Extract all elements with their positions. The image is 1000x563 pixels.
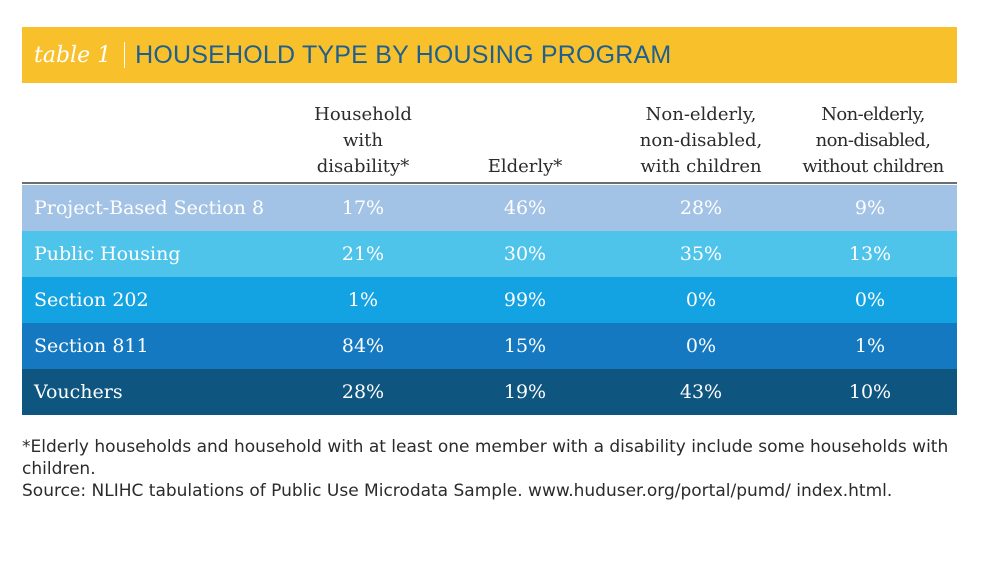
table-notes: *Elderly households and household with a… [22,436,957,502]
table-row: Vouchers 28% 19% 43% 10% [22,369,957,415]
table-cell: 28% [679,197,723,219]
table-body: Project-Based Section 8 17% 46% 28% 9% P… [22,185,957,415]
column-header-disability: Household with disability* [314,104,412,177]
table-cell: 1% [347,289,379,311]
table-cell: 17% [341,197,385,219]
table-cell: 13% [848,243,892,265]
title-separator [124,42,126,68]
table-cell: 0% [685,335,717,357]
table-cell: 43% [679,381,723,403]
row-label: Project-Based Section 8 [34,197,265,219]
table-title-bar: table 1 HOUSEHOLD TYPE BY HOUSING PROGRA… [22,27,957,83]
table-title: HOUSEHOLD TYPE BY HOUSING PROGRAM [135,40,672,69]
table-cell: 28% [341,381,385,403]
table-row: Section 811 84% 15% 0% 1% [22,323,957,369]
row-label: Vouchers [34,381,123,403]
row-label: Section 202 [34,289,149,311]
column-header-without-children: Non-elderly, non-disabled, without child… [802,104,944,177]
footnote: *Elderly households and household with a… [22,437,949,479]
table-cell: 46% [503,197,547,219]
table-cell: 21% [341,243,385,265]
table-cell: 19% [503,381,547,403]
table-cell: 0% [685,289,717,311]
table-cell: 0% [854,289,886,311]
table-cell: 1% [854,335,886,357]
table-row: Project-Based Section 8 17% 46% 28% 9% [22,185,957,231]
table-number-label: table 1 [34,42,112,68]
table-cell: 10% [848,381,892,403]
table-cell: 84% [341,335,385,357]
table-header: Household with disability* Elderly* Non-… [22,92,957,180]
table-cell: 30% [503,243,547,265]
table-cell: 35% [679,243,723,265]
table-cell: 15% [503,335,547,357]
column-header-elderly: Elderly* [487,156,563,177]
row-label: Section 811 [34,335,149,357]
row-label: Public Housing [34,243,181,265]
table-row: Public Housing 21% 30% 35% 13% [22,231,957,277]
table-row: Section 202 1% 99% 0% 0% [22,277,957,323]
column-header-with-children: Non-elderly, non-disabled, with children [639,104,763,177]
source-note: Source: NLIHC tabulations of Public Use … [22,481,893,501]
table-cell: 99% [503,289,547,311]
header-divider [22,182,957,184]
table-cell: 9% [854,197,886,219]
